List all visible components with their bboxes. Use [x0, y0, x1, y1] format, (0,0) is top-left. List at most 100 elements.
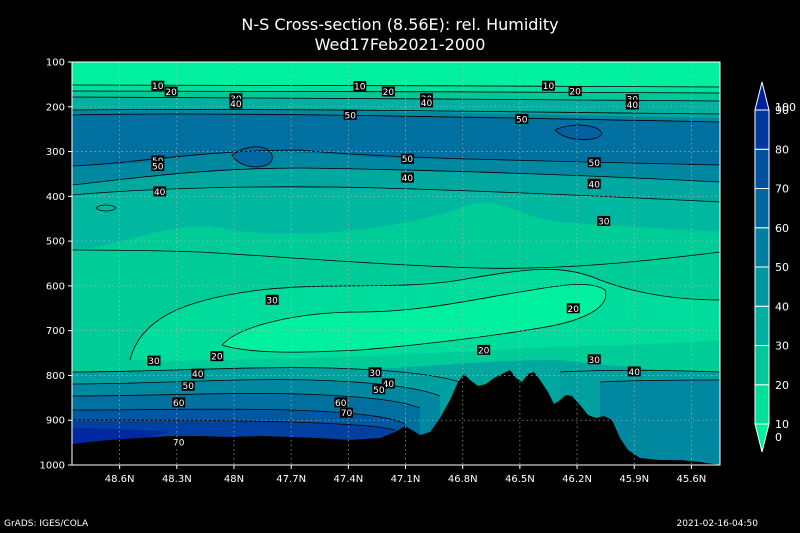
colorbar-label: 40 — [775, 300, 789, 313]
svg-text:60: 60 — [173, 399, 185, 409]
band-lower-right-40 — [600, 380, 720, 465]
y-tick-label: 500 — [46, 237, 65, 248]
svg-text:50: 50 — [345, 111, 357, 121]
colorbar-cell — [754, 109, 770, 150]
colorbar-label: 100 — [775, 101, 796, 114]
x-tick-label: 46.8N — [448, 474, 478, 485]
plot-frame — [71, 61, 721, 466]
contour-label: 50 — [400, 153, 414, 165]
contour-label: 30 — [587, 354, 601, 366]
band-0-10-core — [222, 284, 606, 353]
contour-label: 50 — [181, 380, 195, 392]
footer-credit: GrADS: IGES/COLA — [4, 519, 89, 529]
contour-label: 20 — [164, 86, 178, 98]
x-tick-label: 46.5N — [505, 474, 535, 485]
contour-label: 40 — [419, 97, 433, 109]
contour-label: 10 — [353, 81, 367, 93]
svg-text:30: 30 — [588, 356, 600, 366]
band-upper-0-10 — [72, 62, 720, 87]
svg-text:50: 50 — [516, 115, 528, 125]
chart-title: N-S Cross-section (8.56E): rel. Humidity — [241, 15, 559, 34]
svg-text:30: 30 — [266, 296, 278, 306]
colorbar-label: 10 — [775, 418, 789, 431]
svg-text:20: 20 — [383, 88, 395, 98]
svg-text:20: 20 — [569, 88, 581, 98]
colorbar-label: 90 — [775, 104, 789, 117]
colorbar-label: 0 — [775, 431, 782, 444]
colorbar-cell — [754, 345, 770, 386]
svg-text:50: 50 — [402, 155, 414, 165]
contour-label: 40 — [381, 378, 395, 390]
contour-label: 30 — [265, 294, 279, 306]
svg-text:40: 40 — [627, 101, 639, 111]
svg-text:20: 20 — [165, 88, 177, 98]
contour-label: 40 — [625, 99, 639, 111]
contour-label: 70 — [172, 437, 186, 449]
svg-text:20: 20 — [568, 305, 580, 315]
contour-label: 20 — [477, 344, 491, 356]
colorbar-cell — [754, 227, 770, 268]
contour-label: 30 — [147, 355, 161, 367]
svg-text:40: 40 — [402, 174, 414, 184]
x-tick-label: 47.4N — [333, 474, 363, 485]
x-tick-label: 48.6N — [105, 474, 135, 485]
svg-text:40: 40 — [192, 370, 204, 380]
y-tick-label: 600 — [46, 281, 65, 292]
x-tick-label: 45.6N — [677, 474, 707, 485]
contour-label: 50 — [587, 157, 601, 169]
colorbar-label: 20 — [775, 379, 789, 392]
chart-subtitle: Wed17Feb2021-2000 — [314, 35, 486, 54]
contour-label: 40 — [191, 368, 205, 380]
contour-label: 30 — [368, 367, 382, 379]
colorbar-max-arrow — [754, 81, 770, 111]
contour-label: 20 — [381, 86, 395, 98]
svg-text:40: 40 — [629, 368, 641, 378]
footer-timestamp: 2021-02-16-04:50 — [676, 519, 759, 529]
contour-label: 40 — [153, 186, 167, 198]
contour-label: 40 — [627, 366, 641, 378]
svg-text:40: 40 — [421, 99, 433, 109]
x-axis: 48.6N 48.3N 48N 47.7N 47.4N 47.1N 46.8N 46.5N 46… — [105, 465, 707, 485]
svg-text:50: 50 — [373, 386, 385, 396]
colorbar-label: 80 — [775, 143, 789, 156]
svg-text:50: 50 — [183, 382, 195, 392]
contour-label: 50 — [151, 160, 165, 172]
svg-text:50: 50 — [588, 159, 600, 169]
colorbar-min-arrow — [754, 423, 770, 453]
contour-label: 70 — [339, 407, 353, 419]
svg-text:20: 20 — [211, 353, 223, 363]
contour-lines — [72, 84, 720, 431]
contour-label: 40 — [400, 172, 414, 184]
colorbar-cell — [754, 384, 770, 425]
svg-text:70: 70 — [173, 439, 185, 449]
svg-text:30: 30 — [148, 357, 160, 367]
contour-label: 60 — [334, 397, 348, 409]
contour-label: 60 — [172, 397, 186, 409]
x-tick-label: 47.1N — [391, 474, 421, 485]
band-upper-20-30 — [72, 90, 720, 101]
colorbar-cell — [754, 188, 770, 229]
contour-label: 40 — [587, 178, 601, 190]
x-tick-label: 46.2N — [562, 474, 592, 485]
x-tick-label: 48.3N — [162, 474, 192, 485]
plot-area — [72, 62, 720, 465]
svg-text:40: 40 — [383, 380, 395, 390]
svg-text:40: 40 — [588, 180, 600, 190]
colorbar-label: 50 — [775, 261, 789, 274]
svg-text:70: 70 — [341, 409, 353, 419]
patch-50-60-right — [555, 125, 602, 140]
contour-label: 20 — [210, 351, 224, 363]
x-tick-label: 45.9N — [619, 474, 649, 485]
x-tick-label: 48N — [224, 474, 244, 485]
x-tick-label: 47.7N — [276, 474, 306, 485]
y-tick-label: 900 — [46, 416, 65, 427]
colorbar-cell — [754, 305, 770, 346]
contour-label: 50 — [372, 384, 386, 396]
grid-lines — [72, 62, 720, 465]
colorbar-label: 60 — [775, 222, 789, 235]
svg-text:20: 20 — [478, 346, 490, 356]
y-tick-label: 700 — [46, 326, 65, 337]
contour-label: 20 — [568, 86, 582, 98]
colorbar-cell — [754, 266, 770, 307]
